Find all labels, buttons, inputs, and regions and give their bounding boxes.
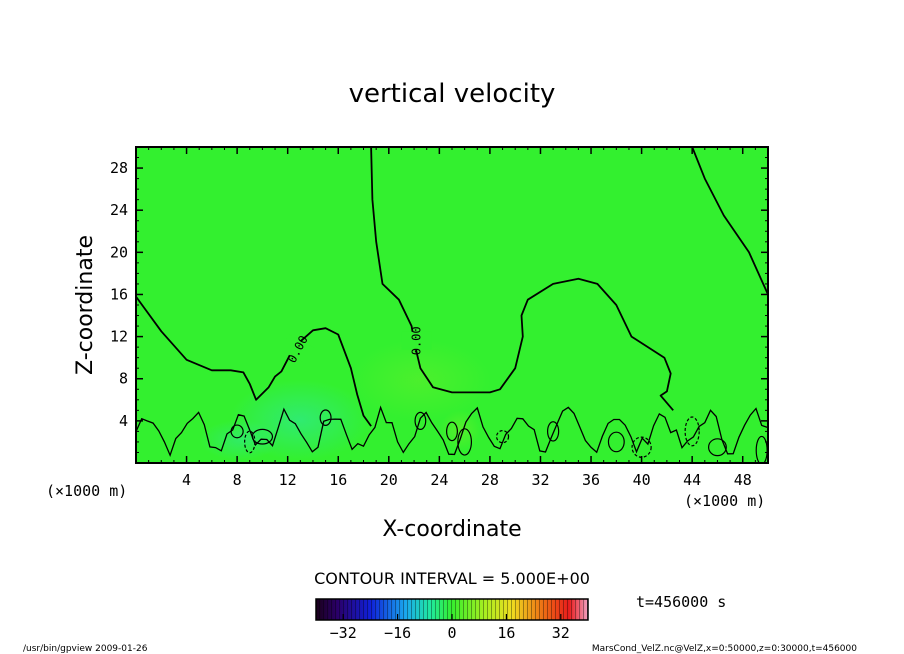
x-tick-label: 16: [329, 471, 347, 489]
y-tick-label: 28: [110, 159, 128, 177]
contour-cell: [495, 430, 510, 444]
colorbar-tick-label: −16: [384, 624, 411, 642]
time-label: t=456000 s: [636, 593, 726, 611]
zero-contour-center: [370, 147, 674, 411]
x-tick-label: 4: [182, 471, 191, 489]
y-tick-label: 8: [119, 370, 128, 388]
contour-cell: [251, 428, 274, 445]
y-axis-label: Z-coordinate: [73, 235, 98, 375]
x-tick-label: 44: [683, 471, 701, 489]
x-tick-label: 24: [430, 471, 448, 489]
near-surface-contours: [136, 405, 768, 463]
colorbar-levels: [316, 599, 588, 620]
x-tick-label: 48: [734, 471, 752, 489]
contour-cell: [414, 411, 427, 430]
x-tick-label: 8: [233, 471, 242, 489]
plot-area: [136, 147, 768, 463]
contour-labels: 0.00 0.00: [280, 326, 432, 365]
x-tick-label: 32: [531, 471, 549, 489]
contour-cell: [230, 424, 244, 439]
y-tick-label: 12: [110, 328, 128, 346]
contour-cell: [708, 438, 727, 457]
contour-label-bg: [280, 334, 316, 365]
y-tick-label: 24: [110, 201, 128, 219]
contour-interval-label: CONTOUR INTERVAL = 5.000E+00: [314, 569, 590, 588]
zero-contour-left: [136, 296, 372, 427]
high-velocity-shade: [350, 340, 490, 420]
footer-left: /usr/bin/gpview 2009-01-26: [23, 644, 148, 654]
zero-contour-right: [691, 147, 768, 295]
colorbar-tick-label: −32: [330, 624, 357, 642]
colorbar-tick-label: 32: [552, 624, 570, 642]
y-tick-label: 20: [110, 243, 128, 261]
contour-cell: [446, 421, 458, 442]
footer-right: MarsCond_VelZ.nc@VelZ,x=0:50000,z=0:3000…: [592, 644, 857, 654]
contour-cell: [684, 416, 700, 447]
colorbar-tick-label: 0: [447, 624, 456, 642]
x-tick-label: 40: [633, 471, 651, 489]
x-axis-label: X-coordinate: [382, 517, 521, 542]
y-tick-label: 4: [119, 412, 128, 430]
x-tick-label: 28: [481, 471, 499, 489]
colorbar-ticks: −32 −16 0 16 32: [330, 614, 570, 642]
x-unit-left: (×1000 m): [46, 482, 127, 500]
contour-label: 0.00: [410, 326, 424, 355]
near-surface-zero-contour: [136, 405, 768, 458]
x-tick-label: 12: [279, 471, 297, 489]
x-tick-label: 20: [380, 471, 398, 489]
x-tick-label: 36: [582, 471, 600, 489]
contour-cell: [547, 421, 560, 442]
chart-title: vertical velocity: [349, 79, 556, 109]
contour-lines: [136, 147, 768, 427]
contour-cell: [607, 431, 625, 453]
y-tick-label: 16: [110, 285, 128, 303]
colorbar-tick-label: 16: [497, 624, 515, 642]
contour-cell: [319, 409, 332, 426]
contour-label-bg: [401, 331, 432, 350]
high-velocity-shade: [440, 410, 480, 450]
colorbar: −32 −16 0 16 32: [315, 598, 589, 642]
x-unit-right: (×1000 m): [684, 492, 765, 510]
contour-cell: [457, 428, 473, 456]
x-axis-ticks: 4 8 12 16 20 24 28 32 36 40 44 48: [148, 147, 756, 489]
y-axis-ticks: 4 8 12 16 20 24 28: [110, 157, 768, 453]
